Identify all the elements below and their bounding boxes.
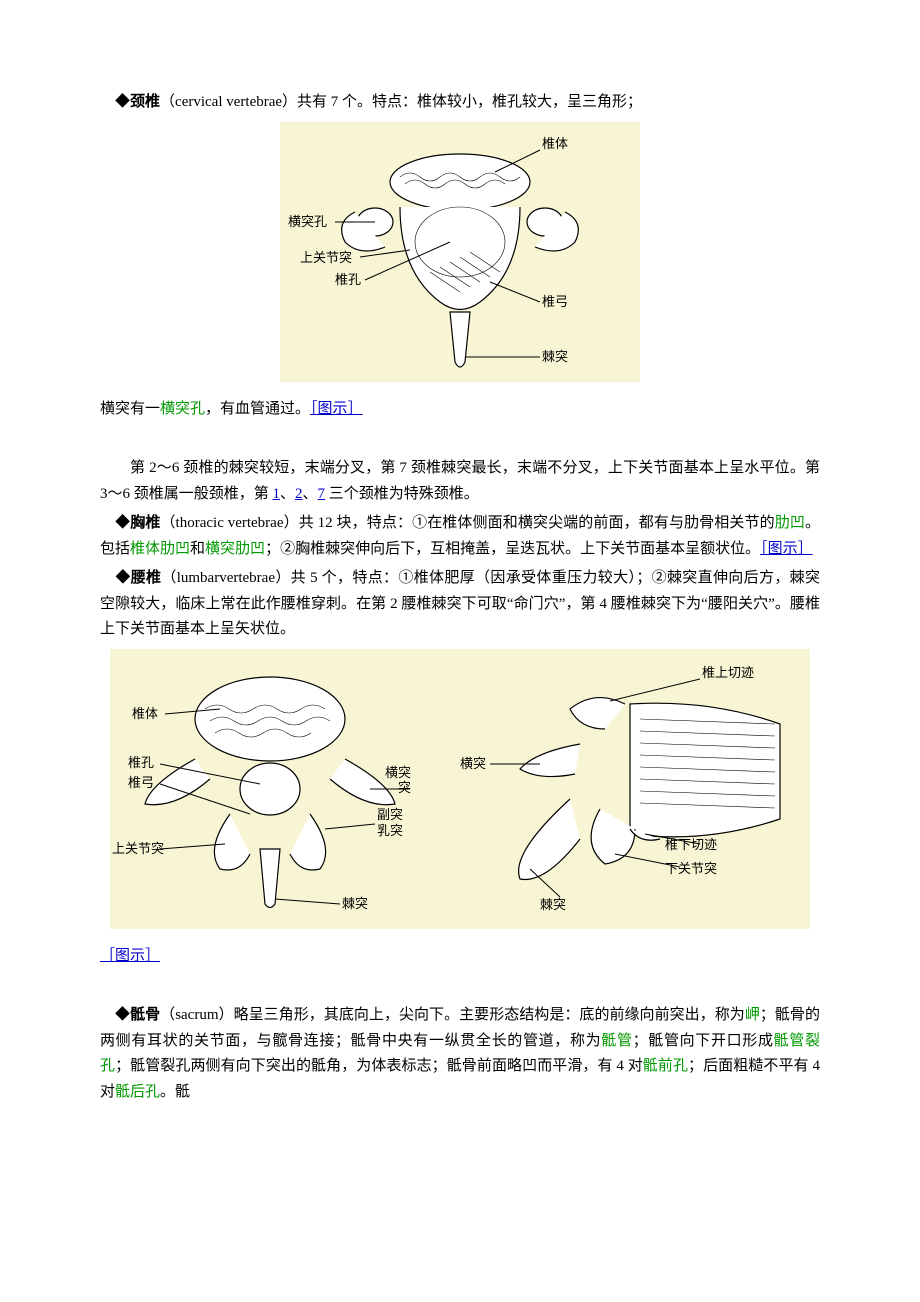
figure-cervical-svg: 椎体 横突孔 上关节突 椎孔 椎弓 棘突 bbox=[280, 122, 640, 382]
label-rutu: 乳突 bbox=[377, 823, 403, 838]
label-xiaguanjietu: 下关节突 bbox=[665, 861, 717, 876]
term-body-costal-facet: 椎体肋凹 bbox=[130, 541, 190, 557]
text: 三个颈椎为特殊颈椎。 bbox=[325, 486, 479, 502]
text: （thoracic vertebrae）共 12 块，特点：①在椎体侧面和横突尖… bbox=[160, 515, 774, 531]
label-zhuixiaqieji: 椎下切迹 bbox=[665, 837, 717, 852]
sep: 、 bbox=[280, 486, 295, 502]
label-zhuikong: 椎孔 bbox=[335, 272, 361, 287]
label-hengtukong: 横突孔 bbox=[288, 214, 327, 229]
label-hengtu: 横突 bbox=[385, 765, 411, 780]
term-sacral-canal: 骶管 bbox=[601, 1033, 632, 1049]
label-futu-char1: 突 bbox=[398, 780, 411, 795]
text: （sacrum）略呈三角形，其底向上，尖向下。主要形态结构是：底的前缘向前突出，… bbox=[160, 1007, 745, 1023]
text: 。骶 bbox=[160, 1084, 190, 1100]
label-shangguanjietu2: 上关节突 bbox=[112, 841, 164, 856]
label-zhuikong2: 椎孔 bbox=[128, 755, 154, 770]
bullet: ◆ bbox=[100, 94, 130, 110]
figure-lumbar-svg: 椎体 椎孔 椎弓 上关节突 横突 突 副突 乳突 棘突 bbox=[110, 649, 810, 929]
label-zhuishangqieji: 椎上切迹 bbox=[702, 665, 754, 680]
para-thoracic: ◆胸椎（thoracic vertebrae）共 12 块，特点：①在椎体侧面和… bbox=[100, 511, 820, 562]
para-lumbar: ◆腰椎（lumbarvertebrae）共 5 个，特点：①椎体肥厚（因承受体重… bbox=[100, 566, 820, 643]
para-cervical-detail: 第 2～6 颈椎的棘突较短，末端分叉，第 7 颈椎棘突最长，末端不分叉，上下关节… bbox=[100, 456, 820, 507]
label-hengtu2: 横突 bbox=[460, 756, 486, 771]
para-cervical-transverse-foramen: 横突有一横突孔，有血管通过。［图示］ bbox=[100, 397, 820, 423]
text: ；②胸椎棘突伸向后下，互相掩盖，呈迭瓦状。上下关节面基本呈额状位。 bbox=[265, 541, 760, 557]
figure-link-thoracic[interactable]: ［图示］ bbox=[760, 541, 813, 557]
term-leiao: 肋凹 bbox=[775, 515, 805, 531]
term-thoracic: 胸椎 bbox=[130, 515, 160, 531]
figure-link-cervical[interactable]: ［图示］ bbox=[310, 401, 363, 417]
figure-lumbar: 椎体 椎孔 椎弓 上关节突 横突 突 副突 乳突 棘突 bbox=[110, 649, 810, 929]
term-promontory: 岬 bbox=[745, 1007, 760, 1023]
term-sacrum: 骶骨 bbox=[130, 1007, 160, 1023]
label-zhuigong: 椎弓 bbox=[542, 294, 568, 309]
bullet: ◆ bbox=[100, 1007, 130, 1023]
bullet: ◆ bbox=[100, 570, 131, 586]
text: （lumbarvertebrae）共 5 个，特点：①椎体肥厚（因承受体重压力较… bbox=[100, 570, 820, 637]
label-jitu-left: 棘突 bbox=[342, 896, 368, 911]
link-c7[interactable]: 7 bbox=[318, 486, 326, 502]
document-page: ◆颈椎（cervical vertebrae）共有 7 个。特点：椎体较小，椎孔… bbox=[0, 0, 920, 1302]
label-jitu-right: 棘突 bbox=[540, 897, 566, 912]
bullet: ◆ bbox=[100, 515, 130, 531]
sep: 、 bbox=[303, 486, 318, 502]
label-jitu: 棘突 bbox=[542, 349, 568, 364]
text: 横突有一 bbox=[100, 401, 160, 417]
text: ；骶管裂孔两侧有向下突出的骶角，为体表标志；骶骨前面略凹而平滑，有 4 对 bbox=[115, 1058, 643, 1074]
para-sacrum: ◆骶骨（sacrum）略呈三角形，其底向上，尖向下。主要形态结构是：底的前缘向前… bbox=[100, 1003, 820, 1105]
figure-cervical-block: 椎体 横突孔 上关节突 椎孔 椎弓 棘突 bbox=[100, 122, 820, 392]
para-cervical-intro: ◆颈椎（cervical vertebrae）共有 7 个。特点：椎体较小，椎孔… bbox=[100, 90, 820, 116]
figure-link-lumbar[interactable]: ［图示］ bbox=[100, 948, 160, 964]
text: ；骶管向下开口形成 bbox=[633, 1033, 774, 1049]
label-futu: 副突 bbox=[377, 807, 403, 822]
term-cervical: 颈椎 bbox=[130, 94, 160, 110]
para-lumbar-figlink: ［图示］ bbox=[100, 944, 820, 970]
figure-cervical: 椎体 横突孔 上关节突 椎孔 椎弓 棘突 bbox=[280, 122, 640, 382]
label-zhuiti: 椎体 bbox=[542, 136, 568, 151]
link-c2[interactable]: 2 bbox=[295, 486, 303, 502]
label-zhuigong2: 椎弓 bbox=[128, 775, 154, 790]
text: 和 bbox=[190, 541, 205, 557]
figure-lumbar-block: 椎体 椎孔 椎弓 上关节突 横突 突 副突 乳突 棘突 bbox=[100, 649, 820, 939]
link-c1[interactable]: 1 bbox=[273, 486, 281, 502]
label-shangguanjietu: 上关节突 bbox=[300, 250, 352, 265]
term-lumbar: 腰椎 bbox=[131, 570, 162, 586]
text: （cervical vertebrae）共有 7 个。特点：椎体较小，椎孔较大，… bbox=[160, 94, 642, 110]
label-zhuiti2: 椎体 bbox=[132, 706, 158, 721]
term-anterior-sacral-foramina: 骶前孔 bbox=[643, 1058, 688, 1074]
term-transverse-costal-facet: 横突肋凹 bbox=[205, 541, 265, 557]
term-posterior-sacral-foramina: 骶后孔 bbox=[115, 1084, 160, 1100]
term-transverse-foramen: 横突孔 bbox=[160, 401, 205, 417]
text: ，有血管通过。 bbox=[205, 401, 310, 417]
